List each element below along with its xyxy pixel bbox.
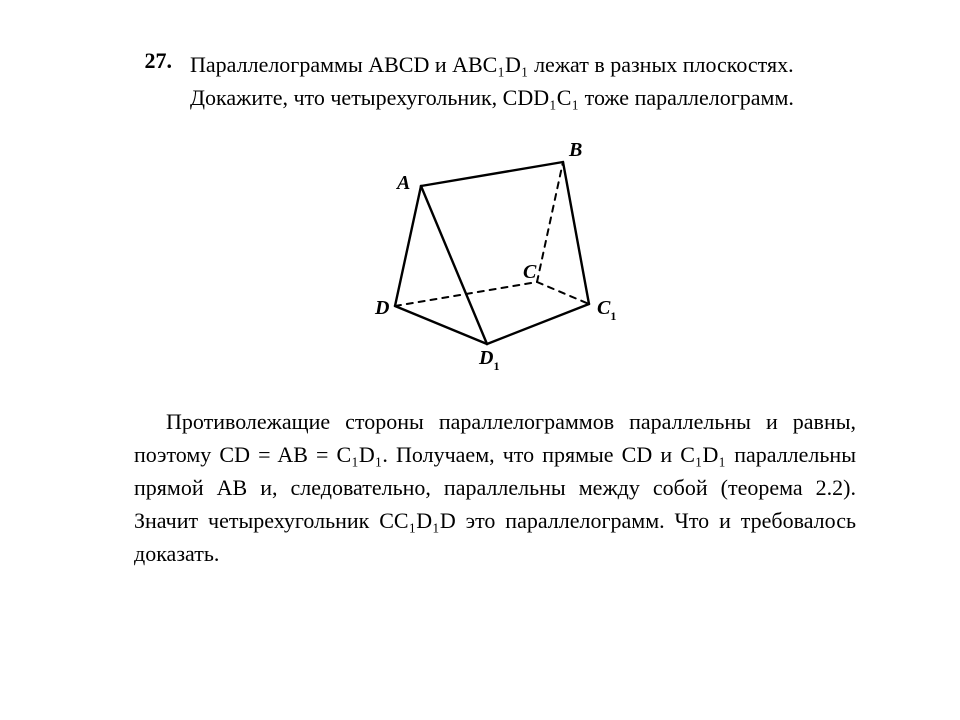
vertex-label-C: C — [523, 261, 537, 283]
problem-statement: Параллелограммы ABCD и ABC₁D₁ лежат в ра… — [190, 48, 850, 114]
vertex-label-A: A — [395, 172, 410, 194]
vertex-label-D1: D1 — [478, 347, 499, 373]
figure-container: A B D C D1 C1 — [140, 134, 850, 379]
edge-C-B — [537, 162, 563, 282]
edge-C-C1 — [537, 282, 589, 304]
edge-A-B — [421, 162, 563, 186]
solution-text: Противолежащие стороны параллелограммов … — [134, 405, 856, 570]
prism-diagram: A B D C D1 C1 — [345, 134, 645, 374]
edge-C1-B — [563, 162, 589, 304]
edge-A-D — [395, 186, 421, 306]
edge-D1-C1 — [487, 304, 589, 344]
vertex-label-D: D — [374, 297, 389, 319]
page: 27. Параллелограммы ABCD и ABC₁D₁ лежат … — [0, 0, 960, 720]
problem-block: 27. Параллелограммы ABCD и ABC₁D₁ лежат … — [140, 48, 850, 114]
vertex-label-B: B — [568, 139, 582, 161]
problem-number: 27. — [140, 48, 172, 74]
vertex-label-C1: C1 — [597, 297, 616, 323]
